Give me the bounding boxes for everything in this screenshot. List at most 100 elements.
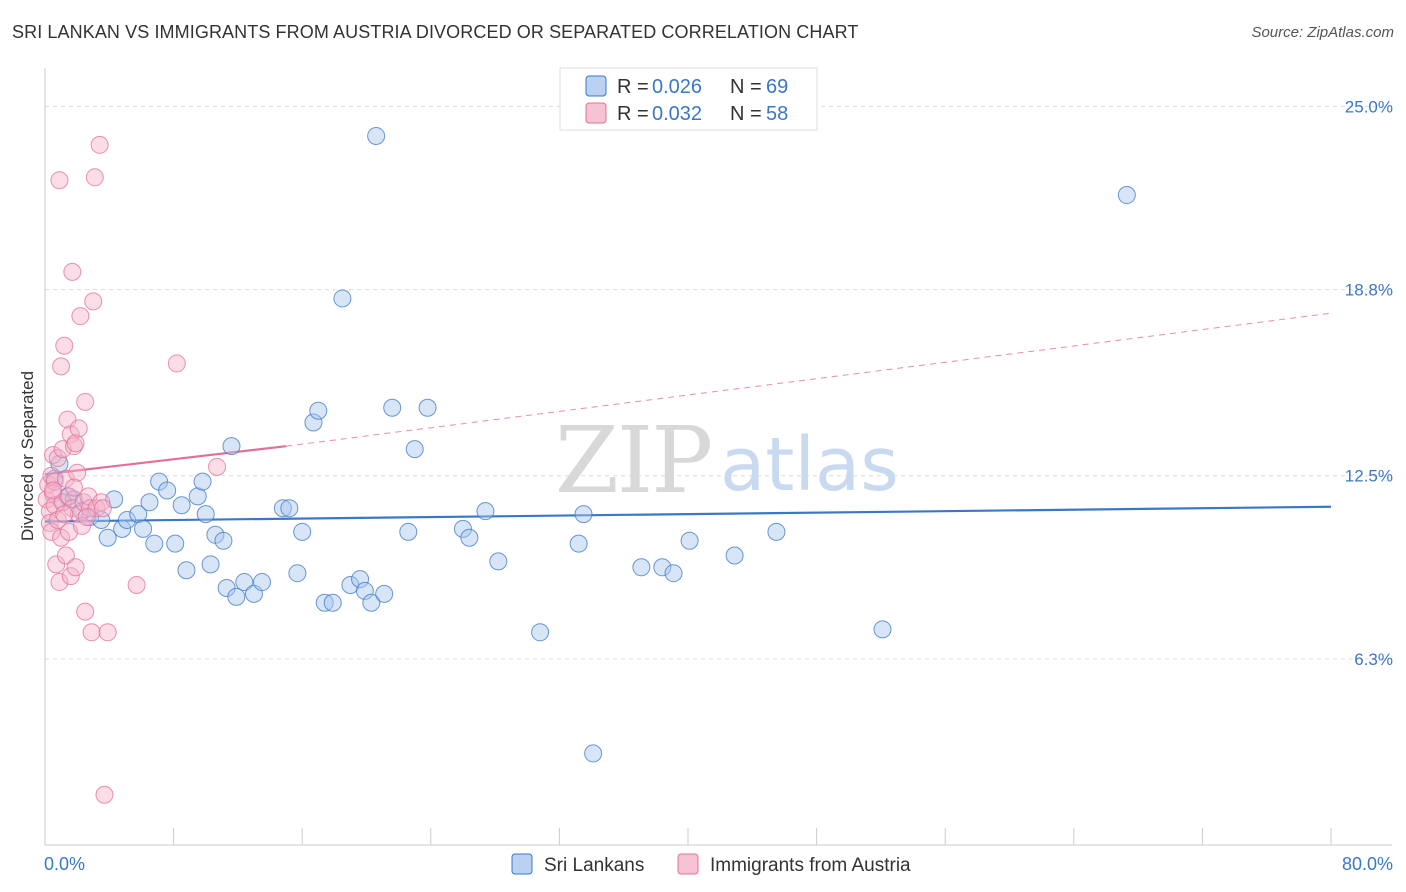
legend-bottom-swatch-blue (511, 853, 533, 875)
point-austria-5 (42, 522, 61, 541)
point-austria-38 (76, 392, 95, 411)
point-austria-57 (64, 478, 83, 497)
point-austria-54 (55, 505, 74, 524)
point-sri-lankans-57 (569, 534, 588, 553)
legend-swatch-pink (585, 102, 607, 124)
point-sri-lankans-63 (680, 531, 699, 550)
point-austria-46 (90, 135, 109, 154)
point-sri-lankans-23 (196, 505, 215, 524)
point-austria-50 (98, 623, 117, 642)
point-austria-11 (48, 448, 67, 467)
legend-bottom-swatch-pink (677, 853, 699, 875)
point-sri-lankans-51 (418, 398, 437, 417)
point-austria-15 (52, 357, 71, 376)
point-sri-lankans-43 (351, 570, 370, 589)
point-sri-lankans-49 (399, 522, 418, 541)
point-sri-lankans-47 (375, 584, 394, 603)
point-sri-lankans-36 (293, 522, 312, 541)
tick-labels: 6.3% 12.5% 18.8% 25.0% 0.0% 80.0% (44, 97, 1393, 874)
data-points (37, 126, 1136, 804)
point-sri-lankans-56 (531, 623, 550, 642)
legend-n-value-0: 69 (766, 76, 788, 98)
point-austria-55 (44, 481, 63, 500)
point-sri-lankans-46 (367, 126, 386, 145)
point-sri-lankans-58 (574, 505, 593, 524)
point-sri-lankans-26 (214, 531, 233, 550)
point-austria-51 (127, 576, 146, 595)
point-sri-lankans-64 (725, 546, 744, 565)
point-austria-29 (64, 437, 83, 456)
point-austria-6 (44, 446, 63, 465)
point-sri-lankans-38 (309, 401, 328, 420)
legend-n-label-0: N = (730, 76, 762, 98)
watermark-atlas: atlas (720, 422, 899, 508)
point-sri-lankans-19 (172, 496, 191, 515)
point-sri-lankans-7 (92, 511, 111, 530)
point-sri-lankans-65 (767, 522, 786, 541)
axes (44, 68, 1392, 846)
point-sri-lankans-12 (129, 505, 148, 524)
point-austria-31 (66, 558, 85, 577)
point-austria-56 (77, 508, 96, 527)
point-sri-lankans-52 (453, 519, 472, 538)
y-tick-label-1: 12.5% (1345, 467, 1393, 486)
point-austria-47 (92, 493, 111, 512)
legend-bottom: Sri Lankans Immigrants from Austria (511, 853, 911, 876)
point-austria-9 (45, 472, 64, 491)
point-austria-27 (63, 262, 82, 281)
point-sri-lankans-54 (476, 502, 495, 521)
point-austria-53 (208, 457, 227, 476)
point-austria-4 (42, 466, 61, 485)
y-tick-label-3: 25.0% (1345, 97, 1393, 116)
point-sri-lankans-66 (873, 620, 892, 639)
y-tick-label-0: 6.3% (1354, 650, 1393, 669)
legend-r-label-0: R = (617, 76, 649, 98)
point-austria-30 (66, 434, 85, 453)
point-sri-lankans-37 (304, 413, 323, 432)
point-sri-lankans-53 (460, 528, 479, 547)
point-sri-lankans-45 (362, 593, 381, 612)
point-sri-lankans-22 (193, 472, 212, 491)
watermark-zip: ZIP (555, 407, 711, 514)
point-sri-lankans-15 (145, 534, 164, 553)
point-austria-44 (85, 168, 104, 187)
point-sri-lankans-34 (280, 499, 299, 518)
point-sri-lankans-17 (158, 481, 177, 500)
chart-title: SRI LANKAN VS IMMIGRANTS FROM AUSTRIA DI… (12, 22, 859, 42)
point-austria-42 (82, 623, 101, 642)
x-tick-label-1: 80.0% (1342, 854, 1393, 874)
source-label: Source: ZipAtlas.com (1251, 24, 1394, 41)
legend-bottom-label-1: Immigrants from Austria (710, 855, 911, 876)
point-sri-lankans-24 (201, 555, 220, 574)
legend-r-value-1: 0.032 (652, 103, 702, 125)
point-sri-lankans-10 (113, 519, 132, 538)
point-sri-lankans-11 (117, 511, 136, 530)
point-austria-49 (95, 785, 114, 804)
point-sri-lankans-18 (166, 534, 185, 553)
point-sri-lankans-32 (253, 573, 272, 592)
point-austria-52 (167, 354, 186, 373)
grid-lines (45, 105, 1392, 660)
point-sri-lankans-60 (632, 558, 651, 577)
legend-bottom-label-0: Sri Lankans (544, 855, 644, 876)
point-sri-lankans-61 (653, 558, 672, 577)
point-sri-lankans-8 (98, 528, 117, 547)
point-austria-43 (84, 292, 103, 311)
point-sri-lankans-29 (235, 573, 254, 592)
point-sri-lankans-20 (177, 561, 196, 580)
legend-n-label-1: N = (730, 103, 762, 125)
legend-r-value-0: 0.026 (652, 76, 702, 98)
point-sri-lankans-41 (333, 289, 352, 308)
point-sri-lankans-35 (288, 564, 307, 583)
point-sri-lankans-30 (227, 587, 246, 606)
point-austria-13 (50, 171, 69, 190)
point-austria-48 (93, 499, 112, 518)
legend-r-label-1: R = (617, 103, 649, 125)
y-axis-label: Divorced or Separated (18, 371, 37, 541)
point-sri-lankans-48 (383, 398, 402, 417)
point-sri-lankans-50 (405, 440, 424, 459)
point-sri-lankans-59 (584, 744, 603, 763)
point-sri-lankans-14 (140, 493, 159, 512)
watermark: ZIP atlas (555, 407, 899, 514)
